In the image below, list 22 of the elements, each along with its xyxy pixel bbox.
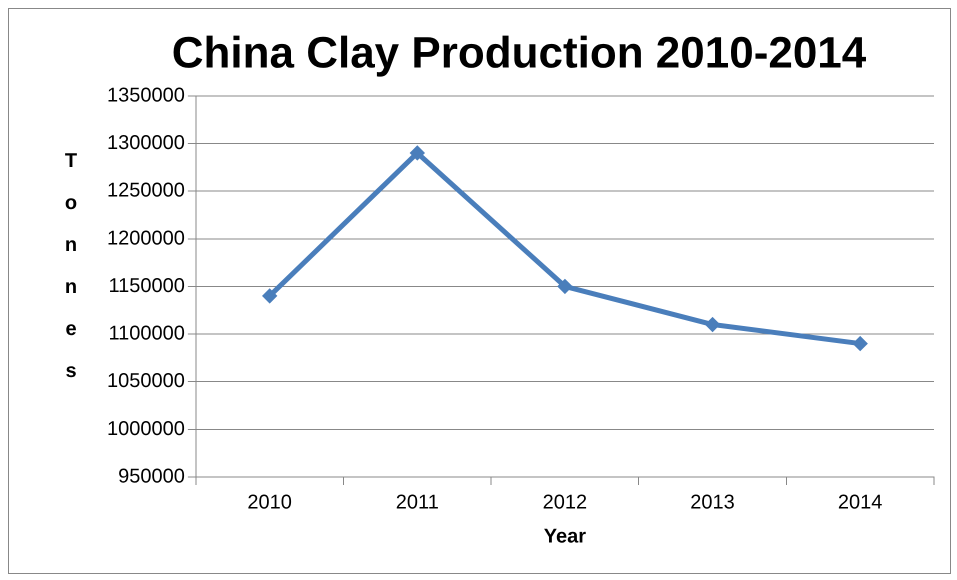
x-tick-label: 2012 <box>542 492 588 514</box>
y-tick-label: 1150000 <box>108 274 185 297</box>
y-tick-label: 1100000 <box>108 322 185 345</box>
x-axis-title: Year <box>544 526 586 548</box>
y-tick-label: 1350000 <box>106 84 185 106</box>
y-tick-label: 1000000 <box>106 418 185 440</box>
point <box>410 145 425 160</box>
x-tick-label: 2014 <box>838 492 882 514</box>
x-tick-label: 2013 <box>690 492 735 514</box>
y-axis-title: Tonnes <box>64 150 78 382</box>
x-tick-label: 2011 <box>396 492 439 514</box>
chart-title: China Clay Production 2010-2014 <box>172 28 867 78</box>
point <box>705 317 720 332</box>
point <box>852 336 868 352</box>
y-tick-label: 950000 <box>118 466 185 488</box>
y-tick-label: 1050000 <box>106 370 185 392</box>
y-tick-label: 1300000 <box>106 132 185 154</box>
y-tick-label: 1250000 <box>106 180 185 202</box>
y-tick-label: 1200000 <box>106 227 185 250</box>
x-tick-label: 2010 <box>247 492 292 514</box>
point <box>262 288 278 304</box>
point <box>557 278 572 294</box>
